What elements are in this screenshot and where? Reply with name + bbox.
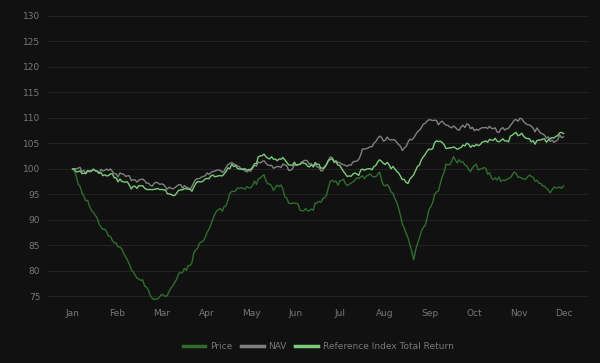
Legend: Price, NAV, Reference Index Total Return: Price, NAV, Reference Index Total Return <box>179 339 457 355</box>
